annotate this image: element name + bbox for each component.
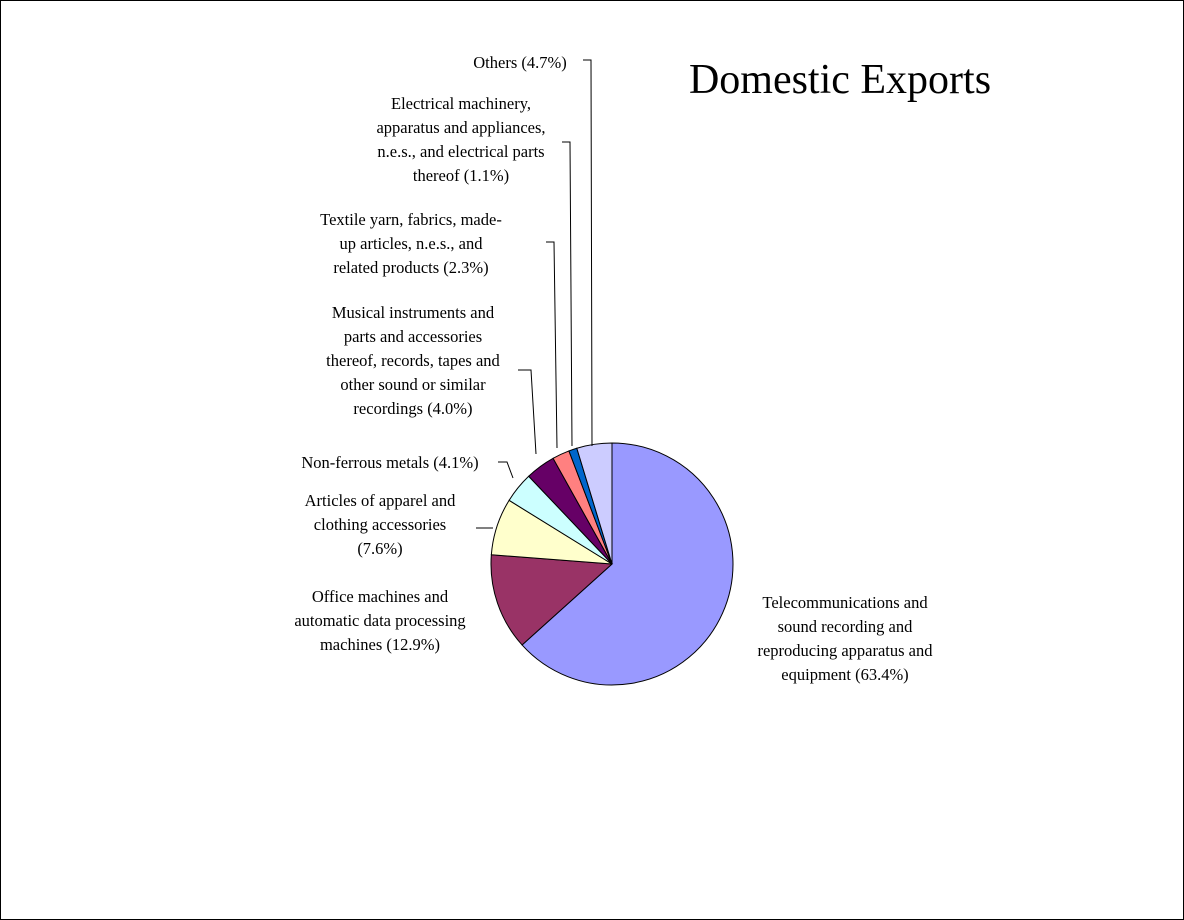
- slice-label-4: Non-ferrous metals (4.1%): [301, 453, 478, 472]
- slice-label-3-line-2: clothing accessories: [314, 515, 446, 534]
- slice-label-5-line-3: thereof, records, tapes and: [326, 351, 500, 370]
- slice-label-1: Telecommunications and sound recording an…: [757, 593, 933, 684]
- slice-label-7-line-1: Electrical machinery,: [391, 94, 531, 113]
- slice-label-7: Electrical machinery, apparatus and appli…: [376, 94, 545, 185]
- chart-title: Domestic Exports: [689, 57, 991, 103]
- slice-label-5-line-1: Musical instruments and: [332, 303, 495, 322]
- slice-label-2-line-2: automatic data processing: [294, 611, 465, 630]
- slice-label-3: Articles of apparel and clothing accessor…: [305, 491, 456, 558]
- slice-label-5-line-4: other sound or similar: [340, 375, 486, 394]
- slice-label-5-line-5: recordings (4.0%): [353, 399, 472, 418]
- slice-label-5: Musical instruments and parts and accesso…: [326, 303, 500, 418]
- slice-label-5-line-2: parts and accessories: [344, 327, 482, 346]
- slice-label-3-line-3: (7.6%): [357, 539, 402, 558]
- leader-line-7: [562, 141, 573, 447]
- slice-label-1-line-1: Telecommunications and: [762, 593, 928, 612]
- pie-slices: [490, 442, 734, 686]
- slice-label-1-line-4: equipment (63.4%): [781, 665, 908, 684]
- slice-label-6: Textile yarn, fabrics, made-up articles,…: [320, 210, 502, 277]
- leader-line-8: [583, 59, 593, 447]
- slice-label-8-line-1: Others (4.7%): [473, 53, 566, 72]
- slice-label-2-line-1: Office machines and: [312, 587, 449, 606]
- slice-label-6-line-2: up articles, n.e.s., and: [340, 234, 484, 253]
- slice-label-1-line-3: reproducing apparatus and: [757, 641, 933, 660]
- slice-label-6-line-1: Textile yarn, fabrics, made-: [320, 210, 502, 229]
- leader-line-5: [518, 369, 537, 455]
- slice-label-7-line-3: n.e.s., and electrical parts: [377, 142, 544, 161]
- slice-label-2: Office machines and automatic data proces…: [294, 587, 465, 654]
- slice-label-7-line-2: apparatus and appliances,: [376, 118, 545, 137]
- slice-label-4-line-1: Non-ferrous metals (4.1%): [301, 453, 478, 472]
- slice-label-1-line-2: sound recording and: [778, 617, 913, 636]
- slice-label-2-line-3: machines (12.9%): [320, 635, 440, 654]
- leader-line-6: [546, 241, 558, 449]
- pie-slice-1: [521, 442, 734, 686]
- slice-labels: Telecommunications and sound recording an…: [294, 53, 933, 684]
- leader-lines: [476, 59, 593, 529]
- pie-slice-8: [576, 442, 613, 565]
- slice-label-6-line-3: related products (2.3%): [333, 258, 488, 277]
- slice-label-7-line-4: thereof (1.1%): [413, 166, 509, 185]
- leader-line-4: [498, 461, 514, 479]
- slice-label-8: Others (4.7%): [473, 53, 566, 72]
- pie-slice-2: [490, 554, 614, 646]
- slice-label-3-line-1: Articles of apparel and: [305, 491, 456, 510]
